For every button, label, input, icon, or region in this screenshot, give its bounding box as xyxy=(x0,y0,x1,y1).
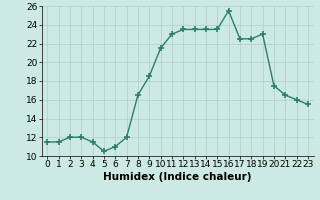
X-axis label: Humidex (Indice chaleur): Humidex (Indice chaleur) xyxy=(103,172,252,182)
